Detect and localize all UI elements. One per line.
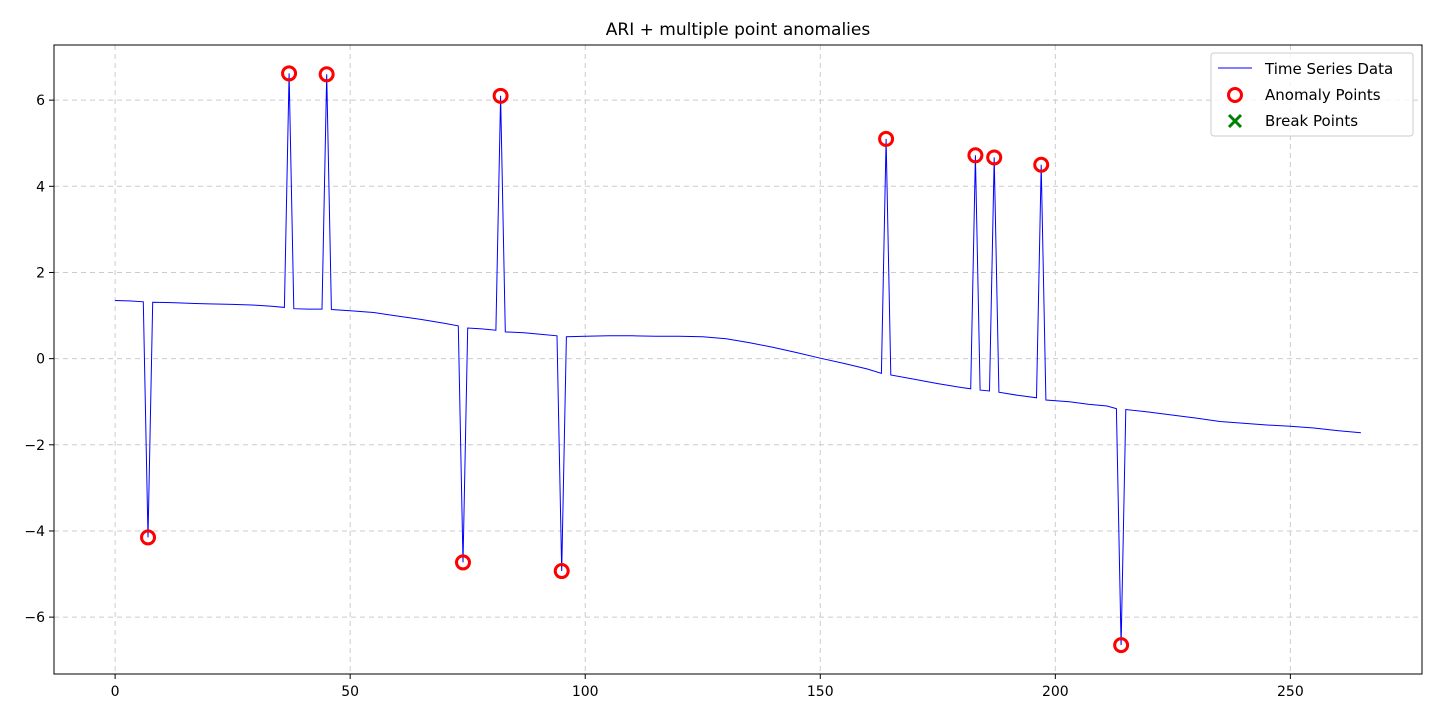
anomaly-point bbox=[986, 149, 1003, 166]
grid bbox=[54, 45, 1422, 674]
x-tick-label: 250 bbox=[1277, 684, 1304, 700]
legend: Time Series Data Anomaly Points Break Po… bbox=[1210, 52, 1414, 137]
anomaly-point bbox=[140, 529, 157, 546]
x-axis: 0 50 100 150 200 250 bbox=[111, 674, 1304, 700]
x-tick-label: 200 bbox=[1042, 684, 1069, 700]
anomaly-point bbox=[454, 554, 471, 571]
anomaly-point bbox=[967, 147, 984, 164]
legend-label-time-series: Time Series Data bbox=[1264, 60, 1393, 78]
x-tick-label: 150 bbox=[807, 684, 834, 700]
legend-label-break-points: Break Points bbox=[1265, 112, 1358, 130]
legend-anomaly-marker bbox=[1227, 87, 1243, 103]
chart-title: ARI + multiple point anomalies bbox=[606, 20, 871, 40]
x-tick-label: 50 bbox=[341, 684, 359, 700]
axes-frame bbox=[53, 44, 1423, 675]
x-tick-label: 0 bbox=[111, 684, 120, 700]
anomaly-point bbox=[281, 65, 298, 82]
anomaly-point bbox=[1113, 637, 1130, 654]
anomaly-point bbox=[553, 563, 570, 580]
y-tick-label: 6 bbox=[36, 93, 45, 109]
y-tick-label: 2 bbox=[36, 265, 45, 281]
y-axis: −6 −4 −2 0 2 4 6 bbox=[24, 93, 54, 626]
anomaly-point bbox=[492, 87, 509, 104]
y-tick-label: −2 bbox=[24, 438, 45, 454]
anomaly-point bbox=[1033, 156, 1050, 173]
legend-label-anomaly-points: Anomaly Points bbox=[1265, 86, 1381, 104]
y-tick-label: 4 bbox=[36, 179, 45, 195]
legend-break-marker bbox=[1227, 113, 1243, 129]
x-tick-label: 100 bbox=[572, 684, 599, 700]
anomaly-point bbox=[318, 66, 335, 83]
y-tick-label: −4 bbox=[24, 524, 45, 540]
plot-area bbox=[115, 65, 1361, 654]
legend-box bbox=[1210, 52, 1414, 137]
series-line-time-series bbox=[115, 73, 1361, 646]
y-tick-label: −6 bbox=[24, 610, 45, 626]
y-tick-label: 0 bbox=[36, 352, 45, 368]
anomaly-point bbox=[878, 130, 895, 147]
